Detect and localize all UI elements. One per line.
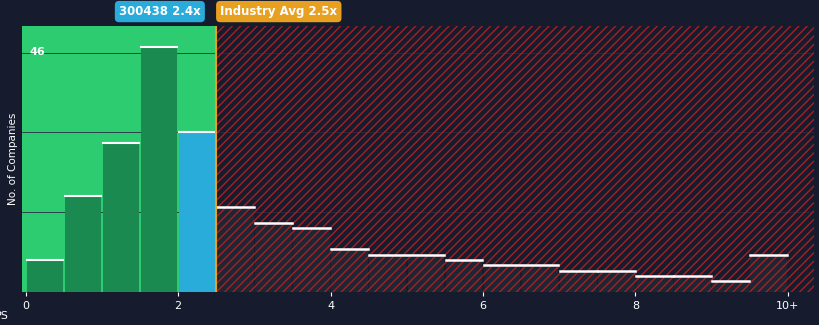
Bar [255, 223, 292, 292]
Bar [293, 228, 329, 292]
Bar [407, 255, 444, 292]
Bar [331, 249, 368, 292]
Bar [521, 265, 558, 292]
Bar [445, 260, 482, 292]
Bar [331, 249, 368, 292]
Bar [559, 271, 595, 292]
Bar [673, 276, 710, 292]
Bar [636, 276, 672, 292]
Bar [749, 255, 786, 292]
Bar [597, 271, 634, 292]
Bar [712, 281, 748, 292]
Bar [712, 281, 748, 292]
Bar [559, 271, 595, 292]
Bar [179, 132, 215, 292]
Bar [293, 228, 329, 292]
Bar [26, 260, 63, 292]
Bar [673, 276, 710, 292]
Bar [483, 265, 520, 292]
Text: 300438 2.4x: 300438 2.4x [119, 5, 201, 18]
Bar [749, 255, 786, 292]
Bar [65, 196, 101, 292]
Text: Industry Avg 2.5x: Industry Avg 2.5x [220, 5, 337, 18]
Bar [216, 26, 813, 292]
Bar [216, 26, 813, 292]
Bar [255, 223, 292, 292]
X-axis label: PS: PS [0, 310, 9, 320]
Bar [369, 255, 405, 292]
Bar [22, 26, 216, 292]
Bar [141, 47, 177, 292]
Bar [483, 265, 520, 292]
Bar [445, 260, 482, 292]
Bar [369, 255, 405, 292]
Bar [521, 265, 558, 292]
Bar [597, 271, 634, 292]
Text: 46: 46 [29, 47, 45, 57]
Bar [217, 207, 253, 292]
Bar [636, 276, 672, 292]
Bar [407, 255, 444, 292]
Bar [217, 207, 253, 292]
Y-axis label: No. of Companies: No. of Companies [7, 113, 18, 205]
Bar [102, 143, 139, 292]
